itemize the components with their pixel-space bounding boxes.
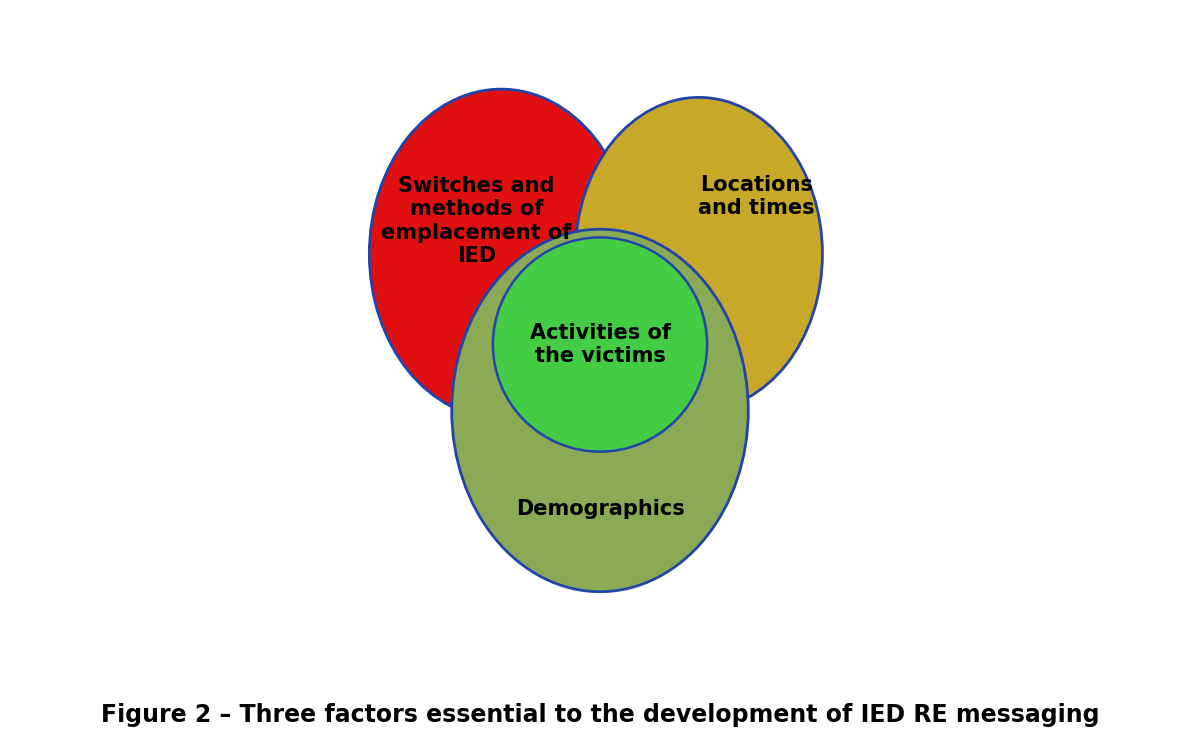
Ellipse shape	[370, 89, 632, 419]
Text: Switches and
methods of
emplacement of
IED: Switches and methods of emplacement of I…	[382, 176, 571, 266]
Ellipse shape	[575, 97, 822, 410]
Text: Demographics: Demographics	[516, 500, 684, 519]
Text: Activities of
the victims: Activities of the victims	[529, 323, 671, 366]
Text: Locations
and times: Locations and times	[698, 175, 815, 218]
Ellipse shape	[493, 237, 707, 452]
Text: Figure 2 – Three factors essential to the development of IED RE messaging: Figure 2 – Three factors essential to th…	[101, 703, 1099, 727]
Ellipse shape	[451, 229, 749, 592]
